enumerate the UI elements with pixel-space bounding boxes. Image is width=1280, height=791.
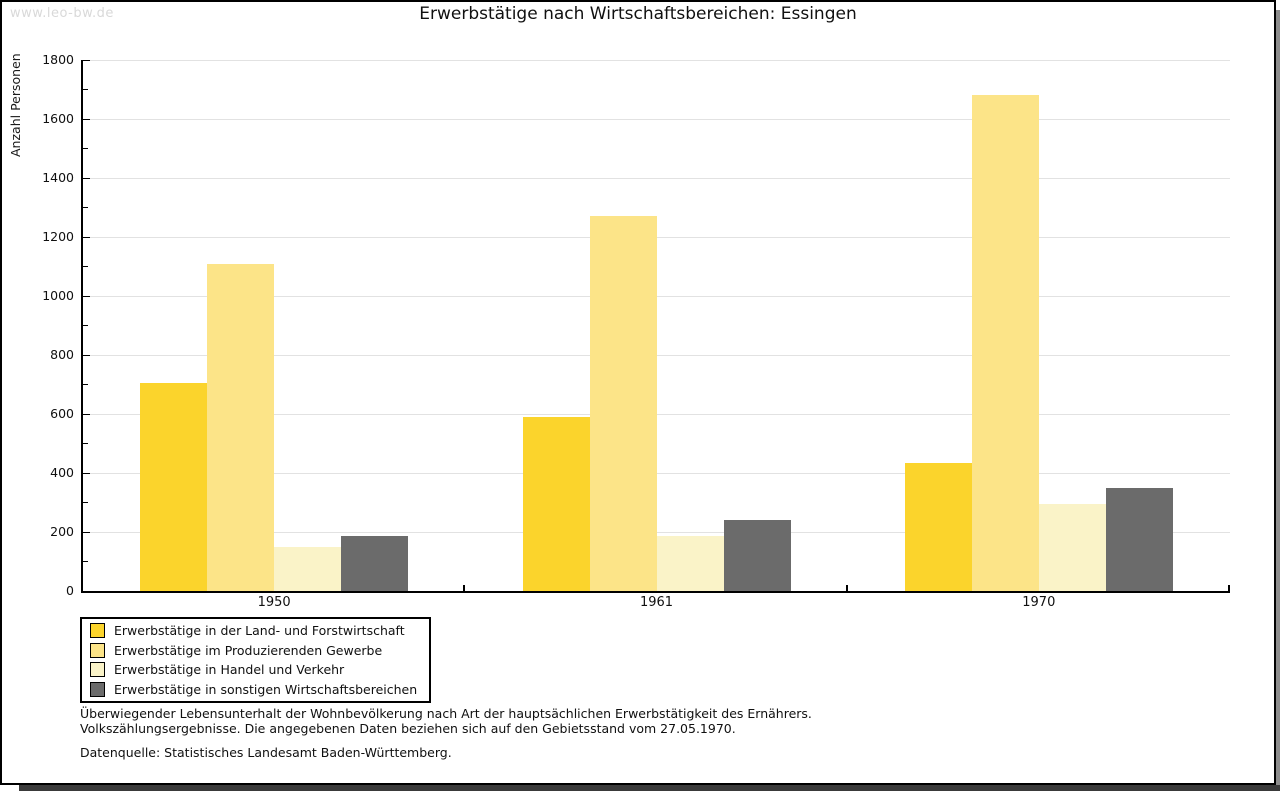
footnotes: Überwiegender Lebensunterhalt der Wohnbe… xyxy=(80,706,812,761)
bar-1970-series4 xyxy=(1105,487,1173,591)
x-axis-line xyxy=(81,591,1230,593)
legend-swatch xyxy=(90,642,105,658)
bar-1961-series4 xyxy=(723,520,791,591)
watermark: www.leo-bw.de xyxy=(10,6,114,21)
bar-1970-series3 xyxy=(1038,503,1106,591)
source-line: Datenquelle: Statistisches Landesamt Bad… xyxy=(80,745,452,760)
bar-1950-series1 xyxy=(140,383,208,591)
y-minor-tick xyxy=(83,207,88,208)
legend-label: Erwerbstätige im Produzierenden Gewerbe xyxy=(114,642,383,658)
legend-swatch xyxy=(90,681,105,697)
y-minor-tick xyxy=(83,266,88,267)
x-tick-label: 1961 xyxy=(639,595,674,610)
y-minor-tick xyxy=(83,89,88,90)
window-shadow-bottom xyxy=(19,785,1280,791)
x-tick-label: 1970 xyxy=(1022,595,1056,610)
y-tick-label: 1600 xyxy=(42,111,74,126)
bar-1970-series2 xyxy=(971,95,1039,591)
gridline xyxy=(83,531,1230,533)
y-tick-label: 1000 xyxy=(42,288,74,303)
gridline xyxy=(83,59,1230,61)
bar-1950-series3 xyxy=(274,546,342,591)
legend-swatch xyxy=(90,623,105,639)
y-tick-label: 600 xyxy=(50,406,74,421)
y-minor-tick xyxy=(83,443,88,444)
gridline xyxy=(83,236,1230,238)
y-tick-label: 200 xyxy=(50,524,74,539)
legend-label: Erwerbstätige in sonstigen Wirtschaftsbe… xyxy=(114,681,418,697)
footnote-line-1: Überwiegender Lebensunterhalt der Wohnbe… xyxy=(80,706,812,721)
y-major-tick xyxy=(83,531,90,533)
bar-1961-series3 xyxy=(656,536,724,591)
legend-item: Erwerbstätige in der Land- und Forstwirt… xyxy=(90,621,417,641)
y-tick-label: 1400 xyxy=(42,170,74,185)
y-major-tick xyxy=(83,59,90,61)
x-boundary-tick xyxy=(1228,585,1230,591)
legend-item: Erwerbstätige in sonstigen Wirtschaftsbe… xyxy=(90,680,417,700)
gridline xyxy=(83,354,1230,356)
footnote-line-2: Volkszählungsergebnisse. Die angegebenen… xyxy=(80,720,736,736)
gridline xyxy=(83,472,1230,474)
y-tick-label: 1200 xyxy=(42,229,74,244)
x-boundary-tick xyxy=(463,585,466,591)
y-axis-line xyxy=(81,60,83,593)
legend-label: Erwerbstätige in Handel und Verkehr xyxy=(114,662,345,678)
legend-swatch xyxy=(90,662,105,678)
bar-1950-series2 xyxy=(207,263,275,591)
gridline xyxy=(83,118,1230,120)
y-minor-tick xyxy=(83,148,88,149)
y-tick-label: 0 xyxy=(66,583,74,598)
gridline xyxy=(83,295,1230,297)
y-major-tick xyxy=(83,236,90,238)
window-shadow-right xyxy=(1276,10,1280,785)
y-major-tick xyxy=(83,177,90,179)
y-minor-tick xyxy=(83,561,88,562)
legend-item: Erwerbstätige in Handel und Verkehr xyxy=(90,660,417,680)
y-minor-tick xyxy=(83,325,88,326)
legend-box: Erwerbstätige in der Land- und Forstwirt… xyxy=(80,617,432,703)
y-major-tick xyxy=(83,118,90,120)
y-major-tick xyxy=(83,295,90,297)
y-tick-label: 800 xyxy=(50,347,74,362)
y-tick-label: 400 xyxy=(50,465,74,480)
bar-1950-series4 xyxy=(341,536,409,591)
gridline xyxy=(83,177,1230,179)
plot-area xyxy=(83,59,1230,591)
y-minor-tick xyxy=(83,502,88,503)
y-major-tick xyxy=(83,354,90,356)
x-boundary-tick xyxy=(845,585,848,591)
bar-1961-series2 xyxy=(589,216,657,591)
gridline xyxy=(83,413,1230,415)
bar-1970-series1 xyxy=(904,462,972,591)
chart-title: Erwerbstätige nach Wirtschaftsbereichen:… xyxy=(419,4,857,24)
y-major-tick xyxy=(83,472,90,474)
bar-1961-series1 xyxy=(522,416,590,591)
legend-label: Erwerbstätige in der Land- und Forstwirt… xyxy=(114,623,405,639)
y-axis-title: Anzahl Personen xyxy=(8,53,23,157)
x-tick-label: 1950 xyxy=(257,595,291,610)
y-tick-label: 1800 xyxy=(42,52,74,67)
y-minor-tick xyxy=(83,384,88,385)
legend-item: Erwerbstätige im Produzierenden Gewerbe xyxy=(90,641,417,661)
y-major-tick xyxy=(83,413,90,415)
